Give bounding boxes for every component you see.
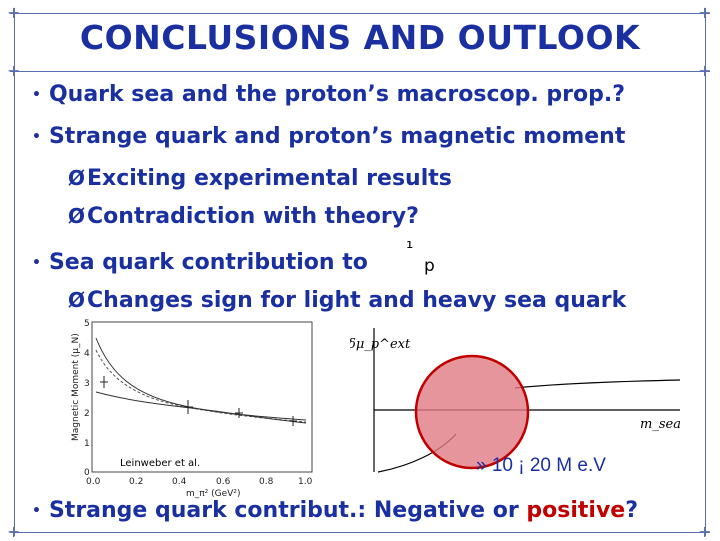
bullet-dot-icon: • [32,129,41,145]
curve-upper [95,337,307,421]
data-points [100,376,297,426]
plot-credit: Leinweber et al. [118,457,203,470]
bullet-strange-quark: • Strange quark and proton’s magnetic mom… [32,124,625,149]
highlight-circle [414,354,530,470]
x-axis-label: m_π² (GeV²) [186,489,240,499]
corner-cross-icon: + [698,3,712,22]
x-tick-label: 0.6 [216,477,231,487]
arrow-icon: Ø [68,166,86,190]
subbullet-exciting: ØExciting experimental results [68,166,452,191]
corner-cross-icon: + [7,522,21,541]
x-tick-label: 0.0 [86,477,101,487]
sea-quark-schematic: δμ_p^ext m_sea [350,328,681,473]
corner-cross-icon: + [698,61,712,80]
y-tick-label: 3 [84,379,90,389]
proton-subscript: p [424,256,435,276]
frame-title-line [10,71,710,72]
x-ticks: 0.0 0.2 0.4 0.6 0.8 1.0 [86,477,313,487]
corner-cross-icon: + [698,522,712,541]
bullet-text: Quark sea and the proton’s macroscop. pr… [48,82,625,107]
y-ticks: 5 4 3 2 1 0 [84,319,90,478]
x-tick-label: 1.0 [298,477,313,487]
bullet-dot-icon: • [32,255,41,271]
arrow-icon: Ø [68,204,86,228]
magnetic-moment-plot: 5 4 3 2 1 0 0.0 0.2 0.4 0.6 0.8 1.0 m_π²… [71,319,313,499]
bullet-text-end: ? [625,498,638,523]
frame-left-line [14,8,15,536]
x-tick-label: 0.8 [259,477,274,487]
mu-symbol-glyph: ¹ [406,238,414,259]
highlight-word: positive [526,498,626,523]
bullet-sea-quark: • Sea quark contribution to [32,250,368,275]
y-tick-label: 2 [84,409,90,419]
energy-scale-annotation: » 10 ¡ 20 M e.V [476,455,606,476]
frame-top-line [10,13,710,14]
bullet-text: Sea quark contribution to [48,250,368,275]
plot-frame [91,321,313,473]
subbullet-text: Changes sign for light and heavy sea qua… [87,288,627,313]
frame-bottom-line [10,532,710,533]
slide-title: CONCLUSIONS AND OUTLOOK [79,18,641,57]
bullet-quark-sea: • Quark sea and the proton’s macroscop. p… [32,82,625,107]
subbullet-text: Exciting experimental results [87,166,452,191]
x-axis-label: m_sea [640,417,681,432]
corner-cross-icon: + [7,3,21,22]
y-tick-label: 4 [84,349,90,359]
bullet-text: Strange quark contribut.: Negative or [48,498,527,523]
y-axis-label: δμ_p^ext [350,337,411,352]
bullet-dot-icon: • [32,87,41,103]
subbullet-text: Contradiction with theory? [87,204,419,229]
y-tick-label: 1 [84,439,90,449]
curve-lower [95,391,307,424]
y-tick-label: 5 [84,319,90,329]
y-axis-label: Magnetic Moment (μ_N) [71,333,81,441]
arrow-icon: Ø [68,288,86,312]
x-tick-label: 0.4 [172,477,187,487]
bullet-dot-icon: • [32,503,41,519]
corner-cross-icon: + [7,61,21,80]
x-tick-label: 0.2 [129,477,143,487]
curve-positive [514,379,681,389]
frame-right-line [705,8,706,536]
bullet-strange-contribution: • Strange quark contribut.: Negative or p… [32,498,638,523]
subbullet-changes-sign: ØChanges sign for light and heavy sea qu… [68,288,626,313]
curve-middle [95,349,307,423]
subbullet-contradiction: ØContradiction with theory? [68,204,419,229]
bullet-text: Strange quark and proton’s magnetic mome… [48,124,626,149]
y-tick-label: 0 [84,468,90,478]
